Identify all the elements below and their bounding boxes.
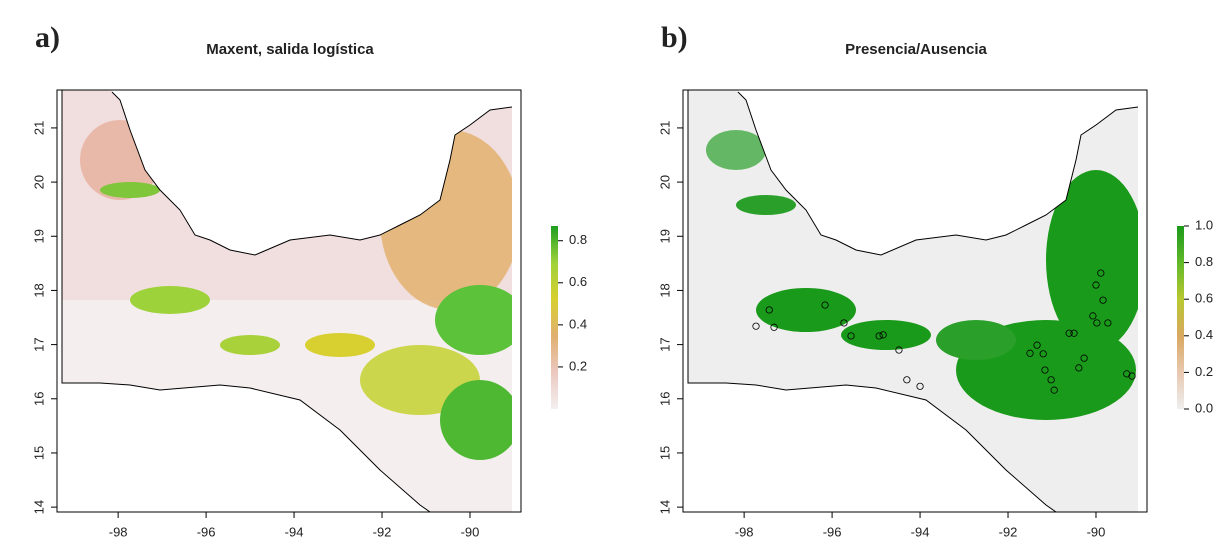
occurrence-point [1099, 296, 1107, 304]
occurrence-point [770, 323, 778, 331]
occurrence-point [1093, 319, 1101, 327]
y-tick-label: 17 [31, 337, 46, 351]
colorbar-tick-label: 0.4 [569, 316, 587, 331]
occurrence-point [1047, 376, 1055, 384]
map-b [687, 90, 1139, 513]
y-tick-label: 16 [31, 392, 46, 406]
x-tick-label: -92 [373, 524, 392, 539]
y-tick-label: 16 [657, 392, 672, 406]
occurrence-point [879, 331, 887, 339]
colorbar-tick-label: 0.4 [1195, 327, 1213, 342]
occurrence-point [1026, 349, 1034, 357]
occurrence-point [875, 332, 883, 340]
x-tick-label: -94 [285, 524, 304, 539]
occurrence-point [1039, 350, 1047, 358]
x-tick-label: -96 [197, 524, 216, 539]
y-tick-label: 17 [657, 337, 672, 351]
y-tick-label: 15 [31, 446, 46, 460]
y-tick-label: 21 [657, 121, 672, 135]
y-tick-label: 19 [657, 229, 672, 243]
occurrence-point [840, 319, 848, 327]
colorbar [551, 226, 558, 409]
y-tick-label: 20 [31, 175, 46, 189]
y-tick-label: 21 [31, 121, 46, 135]
y-tick-label: 14 [657, 500, 672, 514]
occurrence-point [1050, 386, 1058, 394]
y-tick-label: 18 [31, 283, 46, 297]
colorbar-tick-label: 0.0 [1195, 400, 1213, 415]
colorbar-tick-label: 0.2 [569, 358, 587, 373]
y-tick-label: 18 [657, 283, 672, 297]
y-tick-label: 19 [31, 229, 46, 243]
x-tick-label: -90 [1087, 524, 1106, 539]
y-tick-label: 14 [31, 500, 46, 514]
occurrence-point [1080, 354, 1088, 362]
occurrence-point [1075, 364, 1083, 372]
occurrence-point [1041, 366, 1049, 374]
panel-label: b) [661, 21, 688, 54]
x-tick-label: -94 [911, 524, 930, 539]
chart-title: Maxent, salida logística [206, 41, 374, 58]
x-tick-label: -92 [999, 524, 1018, 539]
plot-frame [682, 89, 1148, 513]
colorbar-tick-label: 0.6 [1195, 291, 1213, 306]
x-tick-label: -90 [461, 524, 480, 539]
occurrence-point [1128, 372, 1136, 380]
occurrence-point [895, 346, 903, 354]
map-a [61, 90, 513, 513]
y-tick-label: 15 [657, 446, 672, 460]
colorbar-tick-label: 0.8 [569, 232, 587, 247]
colorbar-tick-label: 0.2 [1195, 364, 1213, 379]
colorbar-tick-label: 0.8 [1195, 254, 1213, 269]
occurrence-point [916, 382, 924, 390]
panel-label: a) [35, 21, 60, 54]
colorbar-tick-label: 1.0 [1195, 217, 1213, 232]
occurrence-point [1104, 319, 1112, 327]
occurrence-point [1065, 329, 1073, 337]
colorbar [1177, 226, 1184, 409]
occurrence-point [1092, 281, 1100, 289]
colorbar-tick-label: 0.6 [569, 274, 587, 289]
occurrence-point [1097, 269, 1105, 277]
chart-title: Presencia/Ausencia [845, 41, 987, 58]
y-tick-label: 20 [657, 175, 672, 189]
occurrence-point [1070, 329, 1078, 337]
occurrence-point [752, 322, 760, 330]
x-tick-label: -96 [823, 524, 842, 539]
occurrence-point [903, 376, 911, 384]
x-tick-label: -98 [109, 524, 128, 539]
occurrence-point [847, 332, 855, 340]
occurrence-point [1033, 341, 1041, 349]
x-tick-label: -98 [735, 524, 754, 539]
occurrence-point [821, 301, 829, 309]
occurrence-point [1089, 312, 1097, 320]
plot-frame [56, 89, 522, 513]
occurrence-point [765, 306, 773, 314]
